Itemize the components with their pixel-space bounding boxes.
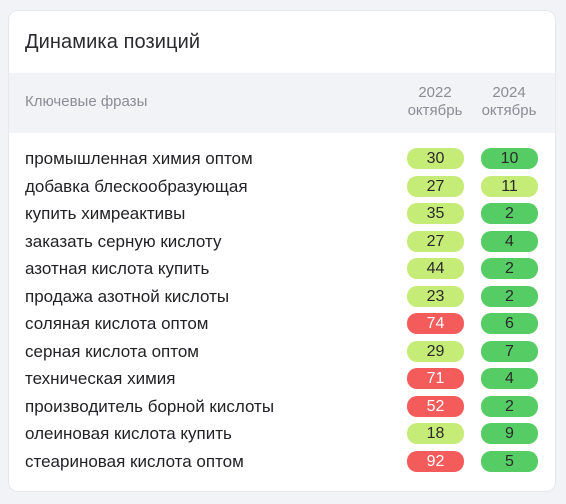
column-header-2022-year: 2022 (418, 84, 452, 101)
position-2022-badge: 44 (407, 258, 464, 279)
position-2022-badge: 30 (407, 148, 464, 169)
position-2024-badge: 10 (481, 148, 538, 169)
keyword-phrase: производитель борной кислоты (25, 396, 275, 416)
card-title: Динамика позиций (25, 31, 201, 53)
table-row: заказать серную кислоту 27 4 (9, 230, 555, 258)
keyword-phrase: добавка блескообразующая (25, 176, 248, 196)
column-header-2022-month: октябрь (407, 102, 463, 119)
column-header-2024-year: 2024 (492, 84, 526, 101)
position-2022-badge: 52 (407, 395, 464, 417)
position-2024-badge: 5 (481, 450, 538, 472)
keyword-phrase: заказать серную кислоту (25, 231, 222, 251)
position-2022-badge: 27 (407, 175, 464, 197)
positions-card: Динамика позиций Ключевые фразы 2022 окт… (8, 10, 556, 492)
position-2024-badge: 9 (481, 423, 538, 444)
table-row: производитель борной кислоты 52 2 (9, 395, 555, 423)
keyword-phrase: купить химреактивы (25, 204, 186, 223)
position-2022-badge: 18 (407, 423, 464, 444)
table-row: промышленная химия оптом 30 10 (9, 147, 555, 175)
keyword-phrase: олеиновая кислота купить (25, 424, 232, 443)
position-2024-badge: 4 (481, 368, 538, 389)
keyword-phrase: продажа азотной кислоты (25, 286, 230, 306)
keyword-phrase: техническая химия (25, 369, 176, 388)
table-row: стеариновая кислота оптом 92 5 (9, 450, 555, 478)
position-2022-badge: 29 (407, 340, 464, 362)
position-2022-badge: 71 (407, 368, 464, 389)
table-row: добавка блескообразующая 27 11 (9, 175, 555, 203)
position-2024-badge: 11 (481, 175, 538, 197)
table-row: техническая химия 71 4 (9, 367, 555, 395)
position-2022-badge: 92 (407, 450, 464, 472)
position-2022-badge: 27 (407, 230, 464, 252)
position-2024-badge: 6 (481, 313, 538, 334)
table-row: серная кислота оптом 29 7 (9, 340, 555, 368)
keyword-phrase: соляная кислота оптом (25, 314, 209, 333)
position-2024-badge: 2 (481, 395, 538, 417)
table-row: соляная кислота оптом 74 6 (9, 312, 555, 340)
position-2022-badge: 35 (407, 203, 464, 224)
position-2024-badge: 2 (481, 258, 538, 279)
table-row: олеиновая кислота купить 18 9 (9, 422, 555, 450)
keyword-phrase: стеариновая кислота оптом (25, 451, 244, 471)
keyword-phrase: азотная кислота купить (25, 259, 210, 278)
position-2022-badge: 74 (407, 313, 464, 334)
table-row: азотная кислота купить 44 2 (9, 257, 555, 285)
position-2024-badge: 2 (481, 285, 538, 307)
position-2024-badge: 2 (481, 203, 538, 224)
column-header-2024-month: октябрь (481, 102, 537, 119)
table-row: продажа азотной кислоты 23 2 (9, 285, 555, 313)
keyword-phrase: промышленная химия оптом (25, 149, 253, 168)
position-2024-badge: 7 (481, 340, 538, 362)
position-2022-badge: 23 (407, 285, 464, 307)
table-body: промышленная химия оптом 30 10 добавка блес… (9, 147, 555, 477)
column-header-phrases: Ключевые фразы (25, 93, 148, 110)
position-2024-badge: 4 (481, 230, 538, 252)
table-row: купить химреактивы 35 2 (9, 202, 555, 230)
table-header: Ключевые фразы 2022 октябрь 2024 октябрь (9, 73, 555, 133)
column-header-2022: 2022 октябрь (400, 84, 470, 120)
keyword-phrase: серная кислота оптом (25, 341, 199, 361)
column-header-2024: 2024 октябрь (474, 84, 544, 120)
